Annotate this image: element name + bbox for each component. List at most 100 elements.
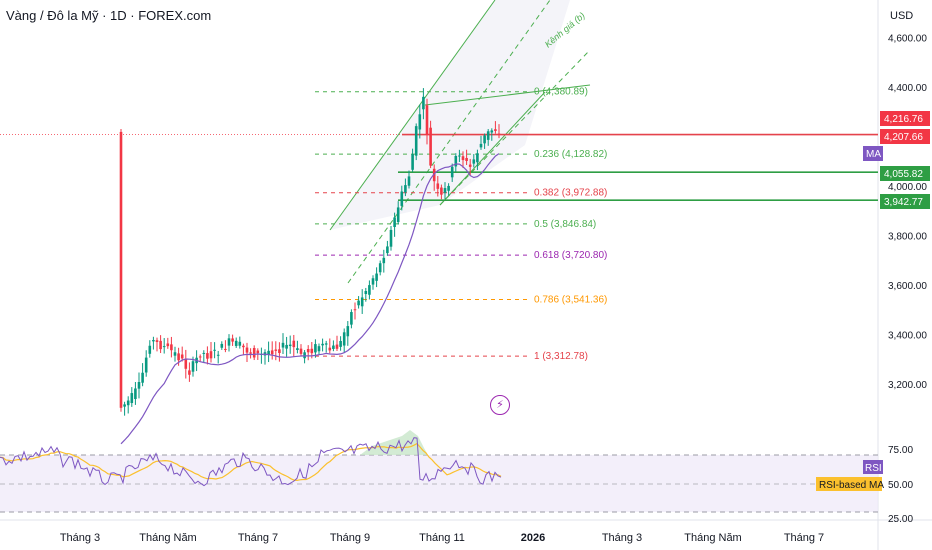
fib-level-label: 0.786 (3,541.36) [534, 295, 607, 306]
candle-body [450, 166, 454, 178]
ma-tag-bg [863, 146, 883, 161]
candle-body [490, 130, 494, 133]
candle-body [368, 285, 371, 295]
candle-body [162, 346, 166, 348]
candle-body [371, 278, 375, 285]
rsi-tag[interactable]: RSI [865, 463, 882, 474]
candle-body [429, 127, 432, 166]
candle-body [483, 135, 486, 144]
fib-level-label: 0.236 (4,128.82) [534, 149, 607, 160]
candle-body [346, 326, 350, 337]
candle-body [296, 348, 299, 351]
candle-body [468, 164, 472, 167]
candle-body [220, 343, 224, 348]
horizontal-lines[interactable] [0, 133, 878, 201]
candle-body [292, 340, 296, 348]
candle-body [130, 393, 134, 404]
price-channel[interactable] [329, 0, 591, 284]
candle-body [389, 229, 393, 247]
candle-body [206, 353, 209, 359]
candle-body [288, 344, 292, 347]
y-tick-label: 4,600.00 [888, 34, 927, 45]
fib-level-label: 0.382 (3,972.88) [534, 188, 607, 199]
price-tag: 4,055.82 [884, 169, 923, 180]
currency-label[interactable]: USD [890, 10, 914, 22]
candle-body [234, 340, 238, 346]
x-tick-label: 2026 [521, 532, 545, 544]
candle-body [202, 352, 206, 354]
candle-body [144, 357, 148, 373]
candle-body [479, 143, 483, 148]
y-tick-label: 4,000.00 [888, 182, 927, 193]
candle-body [184, 358, 188, 369]
candle-body [443, 188, 447, 193]
candle-body [317, 346, 321, 352]
price-tag-bg [880, 111, 930, 126]
candle-body [173, 352, 177, 356]
fib-level-label: 0.5 (3,846.84) [534, 219, 596, 230]
candle-body [170, 344, 173, 351]
x-tick-label: Tháng 7 [784, 532, 824, 544]
candle-body [472, 159, 476, 164]
time-axis[interactable]: Tháng 3 Tháng Năm Tháng 7 Tháng 9 Tháng 11 20… [60, 532, 824, 544]
price-labels: 4,216.76 4,207.66 4,055.82 3,942.77 [880, 111, 930, 209]
candle-body [137, 382, 141, 389]
price-tag-bg [880, 129, 930, 144]
candle-body [256, 350, 260, 354]
moving-average-line [120, 153, 500, 445]
candle-body [447, 185, 450, 191]
rsi-tick-label: 50.00 [888, 480, 913, 491]
candle-body [393, 217, 396, 228]
candle-body [198, 356, 202, 358]
price-axis[interactable]: 4,600.00 4,400.00 4,000.00 3,800.00 3,600.00… [888, 34, 927, 392]
candle-body [440, 187, 443, 195]
chart-title[interactable]: Vàng / Đô la Mỹ · 1D · FOREX.com [6, 8, 212, 23]
price-tag-bg [880, 194, 930, 209]
price-tag: 4,216.76 [884, 114, 923, 125]
x-tick-label: Tháng 3 [602, 532, 642, 544]
candle-body [231, 338, 234, 342]
rsi-tick-label: 75.00 [888, 445, 913, 456]
candle-body [494, 129, 497, 131]
y-tick-label: 3,200.00 [888, 380, 927, 391]
x-tick-label: Tháng 7 [238, 532, 278, 544]
candle-body [285, 344, 288, 349]
candle-body [321, 343, 324, 346]
candle-body [465, 157, 468, 161]
x-tick-label: Tháng Năm [139, 532, 196, 544]
candle-body [152, 340, 155, 342]
lightning-icon[interactable]: ⚡ [490, 395, 510, 415]
candle-body [332, 345, 335, 349]
candle-body [209, 351, 213, 359]
rsi-ma-tag[interactable]: RSI-based MA [819, 480, 884, 491]
candle-body [407, 176, 411, 186]
ma-tag[interactable]: MA [866, 149, 881, 160]
candle-body [339, 340, 342, 347]
candle-body [242, 345, 245, 348]
rsi-band [0, 455, 878, 512]
candle-body [216, 354, 220, 356]
candle-body [353, 309, 357, 311]
candle-body [418, 114, 422, 130]
candle-body [432, 168, 436, 182]
fibonacci-retracement[interactable]: 0 (4,380.89) 0.236 (4,128.82) 0.382 (3,972… [315, 87, 607, 362]
candle-body [364, 290, 368, 295]
fib-level-label: 0 (4,380.89) [534, 87, 588, 98]
candle-body [454, 155, 458, 167]
price-tag-bg [880, 166, 930, 181]
candlestick-series [119, 88, 501, 416]
candle-body [249, 352, 252, 354]
y-tick-label: 3,800.00 [888, 232, 927, 243]
candle-body [274, 349, 278, 351]
candle-body [497, 133, 501, 135]
candle-body [458, 155, 461, 157]
candle-body [436, 183, 440, 189]
rsi-pane[interactable]: 75.00 50.00 25.00 RSI RSI-based MA [0, 430, 913, 525]
candle-body [224, 348, 227, 350]
candle-body [119, 131, 123, 408]
x-tick-label: Tháng 3 [60, 532, 100, 544]
candle-body [267, 350, 270, 355]
y-tick-label: 3,600.00 [888, 281, 927, 292]
candle-body [378, 263, 382, 273]
